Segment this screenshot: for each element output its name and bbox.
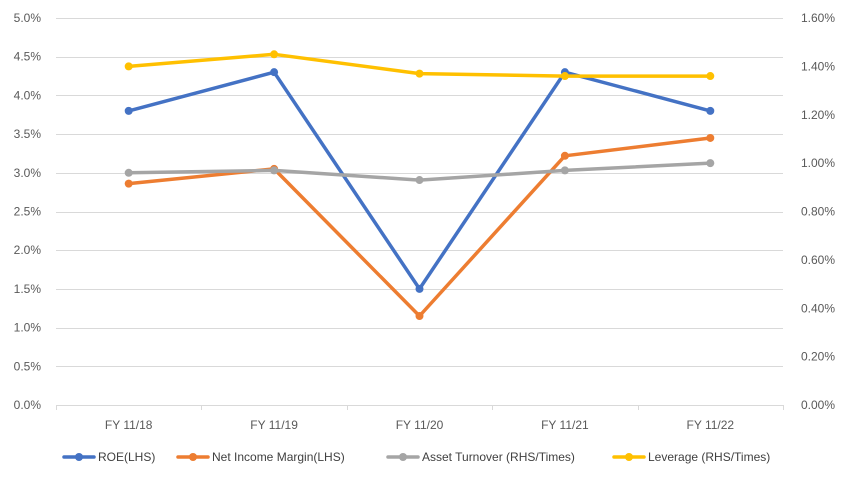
right-axis-tick-label: 0.20%	[801, 350, 835, 364]
left-axis-tick-label: 4.5%	[14, 50, 42, 64]
x-axis-tick-label: FY 11/22	[687, 418, 735, 432]
right-axis-tick-label: 1.20%	[801, 108, 835, 122]
left-axis-tick-label: 3.5%	[14, 127, 42, 141]
legend-marker	[189, 453, 197, 461]
legend-marker	[75, 453, 83, 461]
x-axis-tick-label: FY 11/19	[250, 418, 298, 432]
series-3	[124, 50, 715, 81]
data-point	[270, 68, 279, 77]
data-point	[706, 106, 715, 115]
legend: ROE(LHS) Net Income Margin(LHS) Asset Turn…	[62, 450, 770, 464]
data-point	[560, 166, 569, 175]
left-axis-tick-label: 0.5%	[14, 359, 42, 373]
right-axis-tick-label: 0.00%	[801, 398, 835, 412]
right-axis-tick-labels: 0.00% 0.20% 0.40% 0.60% 0.80% 1.00% 1.20% 1.40%…	[801, 11, 835, 412]
x-axis-tick-label: FY 11/21	[541, 418, 589, 432]
x-axis-tick-label: FY 11/18	[105, 418, 153, 432]
legend-label: Asset Turnover (RHS/Times)	[422, 450, 575, 464]
legend-label: Net Income Margin(LHS)	[212, 450, 345, 464]
right-axis-tick-label: 1.60%	[801, 11, 835, 25]
right-axis-tick-label: 0.60%	[801, 253, 835, 267]
data-point	[415, 176, 424, 185]
data-point	[560, 72, 569, 81]
left-axis-tick-label: 3.0%	[14, 166, 42, 180]
right-axis-tick-label: 0.40%	[801, 301, 835, 315]
left-axis-tick-label: 0.0%	[14, 398, 42, 412]
data-point	[706, 159, 715, 168]
right-axis-tick-label: 0.80%	[801, 205, 835, 219]
data-point	[415, 284, 424, 293]
data-point	[706, 133, 715, 142]
series-lines	[124, 50, 715, 320]
legend-marker	[399, 453, 407, 461]
data-point	[124, 106, 133, 115]
left-axis-tick-label: 4.0%	[14, 88, 42, 102]
legend-marker	[625, 453, 633, 461]
legend-item: Leverage (RHS/Times)	[612, 450, 770, 464]
data-point	[415, 69, 424, 78]
x-axis-tick-labels: FY 11/18 FY 11/19 FY 11/20 FY 11/21 FY 11/22	[105, 418, 735, 432]
legend-label: ROE(LHS)	[98, 450, 155, 464]
left-axis-tick-label: 5.0%	[14, 11, 42, 25]
left-axis-tick-label: 2.0%	[14, 243, 42, 257]
legend-item: ROE(LHS)	[62, 450, 155, 464]
left-axis-tick-label: 2.5%	[14, 205, 42, 219]
data-point	[706, 72, 715, 81]
legend-item: Net Income Margin(LHS)	[176, 450, 345, 464]
right-axis-tick-label: 1.00%	[801, 156, 835, 170]
legend-label: Leverage (RHS/Times)	[648, 450, 770, 464]
data-point	[270, 166, 279, 175]
data-point	[124, 179, 133, 188]
right-axis-tick-label: 1.40%	[801, 59, 835, 73]
left-axis-tick-labels: 0.0% 0.5% 1.0% 1.5% 2.0% 2.5% 3.0% 3.5% 4.0% 4.5%…	[14, 11, 42, 412]
data-point	[124, 62, 133, 71]
data-point	[415, 311, 424, 320]
left-axis-tick-label: 1.5%	[14, 282, 42, 296]
data-point	[560, 151, 569, 160]
left-axis-tick-label: 1.0%	[14, 321, 42, 335]
data-point	[270, 50, 279, 59]
data-point	[124, 168, 133, 177]
series-2	[124, 159, 715, 185]
legend-item: Asset Turnover (RHS/Times)	[386, 450, 575, 464]
x-axis-tick-label: FY 11/20	[396, 418, 444, 432]
